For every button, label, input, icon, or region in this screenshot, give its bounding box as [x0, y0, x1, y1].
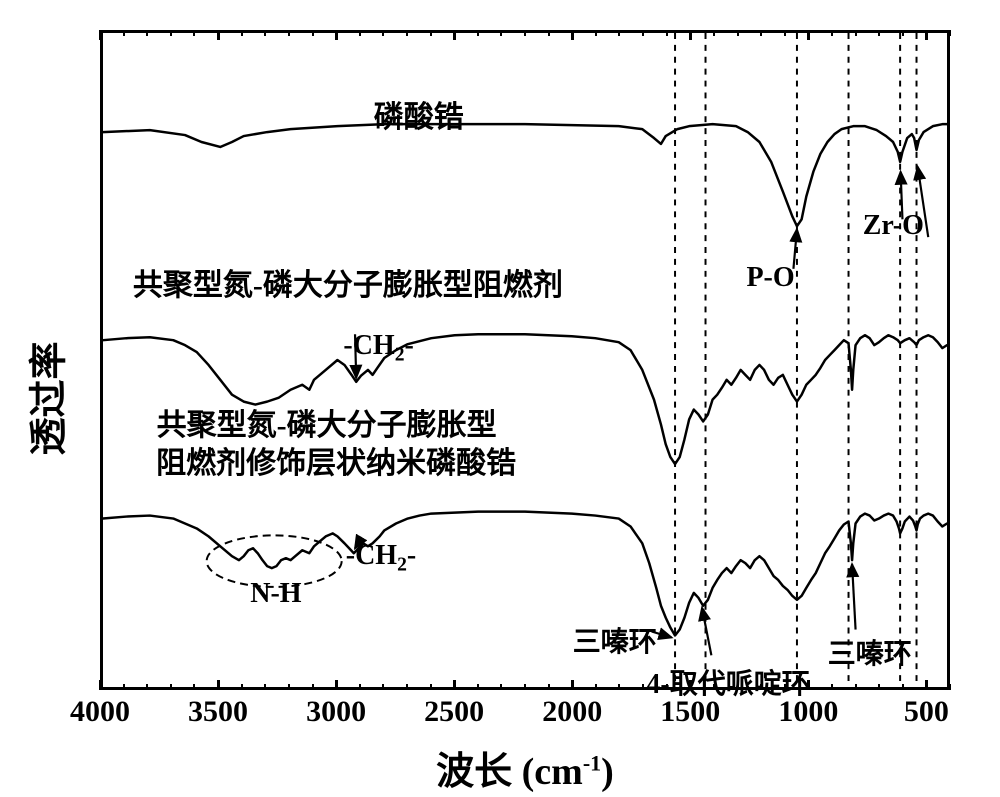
annotation-text: 阻燃剂修饰层状纳米磷酸锆	[156, 438, 516, 482]
x-axis-label-tail: )	[601, 751, 614, 793]
x-tick-mark-top	[689, 30, 692, 40]
x-tick-label: 3500	[188, 695, 248, 729]
x-tick-mark	[335, 680, 338, 690]
annotation-text: 三嗪环	[828, 632, 912, 672]
x-minor-tick	[430, 684, 432, 690]
x-minor-tick-top	[146, 30, 148, 36]
x-minor-tick-top	[949, 30, 951, 36]
x-tick-label: 2500	[424, 695, 484, 729]
x-minor-tick	[902, 684, 904, 690]
x-minor-tick-top	[902, 30, 904, 36]
annotation-text: Zr-O	[863, 210, 924, 242]
annotation-text: -CH2-	[346, 540, 416, 577]
x-minor-tick-top	[618, 30, 620, 36]
x-tick-mark	[99, 680, 102, 690]
x-minor-tick	[477, 684, 479, 690]
x-minor-tick-top	[123, 30, 125, 36]
x-minor-tick-top	[524, 30, 526, 36]
x-minor-tick-top	[737, 30, 739, 36]
figure-frame: 透过率 波长 (cm-1) 40003500300025002000150010…	[0, 0, 1000, 797]
x-minor-tick-top	[264, 30, 266, 36]
x-minor-tick	[595, 684, 597, 690]
x-minor-tick-top	[382, 30, 384, 36]
x-minor-tick	[359, 684, 361, 690]
x-axis-label: 波长 (cm-1)	[100, 740, 950, 795]
x-axis-label-sup: -1	[583, 750, 601, 775]
spectrum-curve	[103, 124, 947, 226]
annotation-text: -CH2-	[343, 330, 413, 367]
x-minor-tick	[406, 684, 408, 690]
x-minor-tick	[241, 684, 243, 690]
x-minor-tick-top	[666, 30, 668, 36]
x-minor-tick	[855, 684, 857, 690]
annotation-text: N-H	[250, 578, 301, 610]
x-minor-tick	[618, 684, 620, 690]
x-minor-tick	[548, 684, 550, 690]
spectrum-curve	[103, 512, 947, 636]
x-minor-tick-top	[430, 30, 432, 36]
x-minor-tick	[123, 684, 125, 690]
x-minor-tick-top	[878, 30, 880, 36]
x-minor-tick	[524, 684, 526, 690]
x-tick-mark	[217, 680, 220, 690]
x-minor-tick-top	[713, 30, 715, 36]
plot-area	[100, 30, 950, 690]
annotation-text: 共聚型氮-磷大分子膨胀型阻燃剂	[133, 260, 563, 304]
x-minor-tick	[831, 684, 833, 690]
x-minor-tick-top	[406, 30, 408, 36]
y-axis-label: 透过率	[18, 341, 73, 455]
x-minor-tick	[146, 684, 148, 690]
annotation-arrow	[702, 608, 711, 656]
annotation-arrow	[852, 564, 856, 629]
x-minor-tick-top	[855, 30, 857, 36]
x-minor-tick-top	[193, 30, 195, 36]
x-minor-tick-top	[359, 30, 361, 36]
x-minor-tick-top	[595, 30, 597, 36]
x-minor-tick-top	[312, 30, 314, 36]
x-minor-tick-top	[288, 30, 290, 36]
x-tick-mark-top	[925, 30, 928, 40]
x-tick-mark-top	[335, 30, 338, 40]
x-minor-tick	[288, 684, 290, 690]
x-tick-mark-top	[217, 30, 220, 40]
y-axis-label-container: 透过率	[15, 0, 75, 797]
x-minor-tick-top	[831, 30, 833, 36]
x-minor-tick	[878, 684, 880, 690]
x-axis-label-text: 波长 (cm	[436, 751, 583, 793]
annotation-text: 三嗪环	[573, 620, 657, 660]
x-tick-mark-top	[571, 30, 574, 40]
x-minor-tick	[949, 684, 951, 690]
x-tick-label: 500	[904, 695, 949, 729]
x-minor-tick	[382, 684, 384, 690]
annotation-text: P-O	[746, 262, 794, 294]
x-tick-mark-top	[807, 30, 810, 40]
spectra-svg	[103, 33, 947, 687]
x-minor-tick	[170, 684, 172, 690]
x-minor-tick-top	[500, 30, 502, 36]
x-minor-tick-top	[170, 30, 172, 36]
x-tick-label: 4000	[70, 695, 130, 729]
x-minor-tick-top	[760, 30, 762, 36]
x-minor-tick	[642, 684, 644, 690]
x-tick-mark	[925, 680, 928, 690]
x-minor-tick	[193, 684, 195, 690]
annotation-text: 4-取代哌啶环	[646, 662, 809, 702]
x-tick-mark-top	[99, 30, 102, 40]
x-minor-tick-top	[642, 30, 644, 36]
x-minor-tick-top	[784, 30, 786, 36]
annotation-text: 磷酸锆	[374, 92, 464, 136]
x-tick-mark	[453, 680, 456, 690]
x-minor-tick	[264, 684, 266, 690]
x-tick-label: 3000	[306, 695, 366, 729]
x-minor-tick	[312, 684, 314, 690]
x-tick-mark	[571, 680, 574, 690]
x-minor-tick-top	[241, 30, 243, 36]
x-minor-tick-top	[548, 30, 550, 36]
x-minor-tick-top	[477, 30, 479, 36]
x-tick-label: 2000	[542, 695, 602, 729]
x-minor-tick	[500, 684, 502, 690]
x-tick-mark-top	[453, 30, 456, 40]
